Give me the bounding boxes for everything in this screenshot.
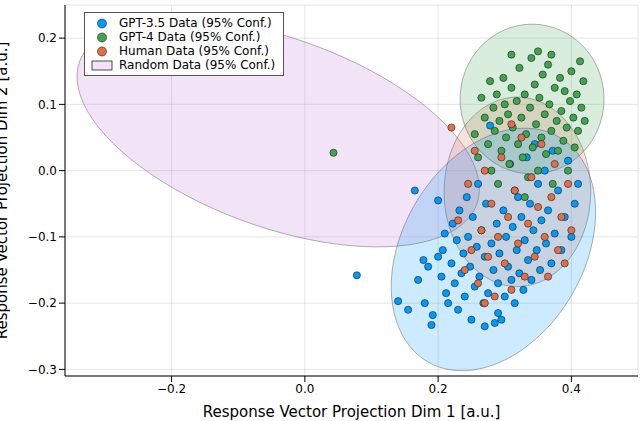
svg-text:0.1: 0.1 [38,98,57,112]
svg-text:0.0: 0.0 [295,382,314,396]
svg-text:0.2: 0.2 [429,382,448,396]
svg-text:−0.1: −0.1 [28,230,57,244]
svg-text:−0.3: −0.3 [28,363,57,377]
svg-text:Response Vector Projection Dim: Response Vector Projection Dim 2 [a.u.] [8,42,11,340]
html-text:GPT-3.5 Data (95% Conf.): GPT-3.5 Data (95% Conf.) [119,16,272,30]
html-text:Human Data (95% Conf.): Human Data (95% Conf.) [119,44,269,58]
svg-text:−0.2: −0.2 [28,296,57,310]
svg-text:Response Vector Projection Dim: Response Vector Projection Dim 1 [a.u.] [203,403,501,421]
svg-text:0.4: 0.4 [562,382,581,396]
html-text:Random Data (95% Conf.): Random Data (95% Conf.) [119,58,276,72]
svg-text:−0.2: −0.2 [157,382,186,396]
html-text:GPT-4 Data (95% Conf.): GPT-4 Data (95% Conf.) [119,30,261,44]
svg-text:0.2: 0.2 [38,31,57,45]
svg-text:0.0: 0.0 [38,164,57,178]
